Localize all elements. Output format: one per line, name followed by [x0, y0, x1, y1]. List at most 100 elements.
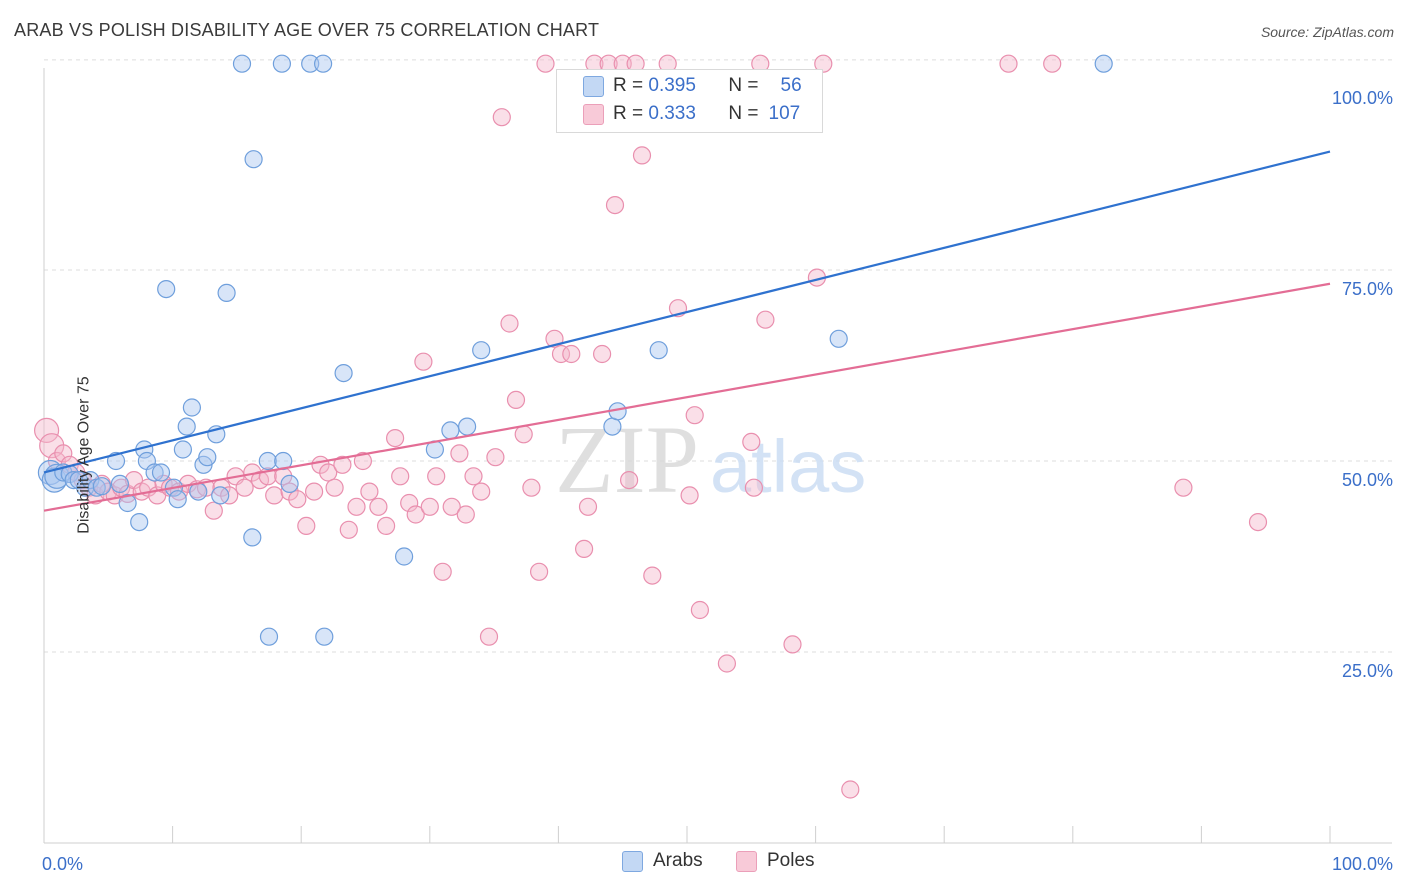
poles-point	[305, 482, 324, 501]
arabs-point	[81, 471, 100, 490]
arabs-point	[603, 417, 622, 436]
arabs-trendline	[43, 150, 1331, 474]
poles-point	[406, 505, 425, 524]
poles-r-value: 0.333	[648, 103, 696, 124]
poles-point	[427, 467, 446, 486]
poles-point	[204, 501, 223, 520]
chart-title: ARAB VS POLISH DISABILITY AGE OVER 75 CO…	[14, 20, 600, 40]
legend-poles-swatch	[736, 850, 757, 872]
poles-point	[690, 600, 710, 620]
arabs-n-value: 56	[780, 75, 802, 96]
x-tick-label: 0.0%	[42, 854, 83, 874]
arabs-point	[92, 477, 112, 496]
poles-point	[744, 478, 764, 497]
arabs-point	[118, 493, 137, 513]
arabs-point	[151, 463, 171, 482]
arabs-point	[649, 341, 668, 360]
poles-point	[514, 425, 533, 444]
arabs-point	[211, 486, 230, 505]
watermark-zip: ZIP	[555, 406, 699, 513]
poles-point	[414, 352, 433, 371]
poles-point	[500, 314, 519, 333]
poles-trendline	[43, 282, 1331, 512]
arabs-point	[244, 150, 263, 169]
poles-point	[680, 486, 699, 505]
poles-point	[456, 505, 475, 524]
arabs-point	[1094, 54, 1113, 73]
arabs-swatch	[583, 76, 604, 97]
arabs-point	[177, 417, 196, 436]
arabs-point	[232, 54, 252, 73]
poles-point	[288, 490, 307, 509]
arabs-point	[458, 417, 477, 436]
arabs-point	[130, 512, 149, 532]
watermark-atlas: atlas	[710, 425, 866, 508]
y-tick-label: 100.0%	[1332, 88, 1393, 108]
legend-arabs-swatch	[622, 850, 643, 872]
poles-point	[386, 429, 405, 448]
poles-point	[592, 344, 612, 364]
arabs-point	[110, 474, 130, 493]
poles-point	[841, 780, 860, 799]
arabs-point	[259, 627, 279, 646]
poles-point	[486, 448, 505, 467]
arabs-point	[272, 54, 291, 73]
poles-n-value: 107	[768, 103, 801, 124]
poles-point	[442, 497, 461, 516]
poles-point	[643, 566, 662, 585]
source-label: Source: ZipAtlas.com	[1260, 24, 1394, 40]
arabs-r-label: R =	[613, 75, 644, 96]
poles-point	[369, 497, 388, 516]
trendlines	[43, 150, 1331, 512]
y-tick-label: 75.0%	[1342, 279, 1393, 299]
poles-point	[1174, 478, 1193, 497]
poles-point	[280, 482, 299, 501]
poles-point	[472, 482, 491, 501]
arabs-point	[395, 547, 414, 566]
y-axis-label: Disability Age Over 75	[75, 376, 93, 534]
poles-point	[578, 497, 598, 516]
arabs-point	[37, 459, 64, 486]
poles-point	[319, 463, 338, 482]
arabs-point	[157, 280, 176, 299]
poles-point	[360, 482, 379, 501]
poles-point	[529, 562, 549, 581]
arabs-point	[243, 528, 262, 547]
poles-n-label: N =	[728, 103, 759, 124]
arabs-point	[145, 463, 164, 482]
legend-poles-label: Poles	[767, 850, 815, 871]
poles-point	[339, 520, 358, 539]
grid	[44, 59, 1392, 653]
poles-point	[999, 54, 1018, 73]
poles-point	[551, 344, 571, 364]
arabs-point	[314, 54, 333, 73]
poles-point	[54, 444, 73, 463]
poles-point	[39, 433, 65, 459]
poles-point	[265, 486, 284, 505]
poles-point	[297, 516, 316, 536]
poles-point	[433, 562, 452, 581]
stats-box: R = 0.395 N = 56 R = 0.333 N = 107	[556, 69, 823, 133]
poles-point	[479, 627, 499, 646]
tick-labels: 25.0% 50.0% 75.0% 100.0% 0.0% 100.0%	[42, 88, 1393, 874]
poles-swatch	[583, 104, 604, 125]
poles-point	[377, 516, 396, 536]
poles-point	[420, 497, 439, 516]
y-tick-label: 25.0%	[1342, 661, 1393, 681]
poles-point	[632, 146, 652, 165]
poles-point	[717, 654, 737, 673]
poles-point	[536, 54, 555, 73]
arabs-point	[280, 474, 299, 493]
legend-poles[interactable]: Poles	[736, 850, 815, 872]
legend-arabs[interactable]: Arabs	[622, 850, 703, 872]
poles-point	[333, 455, 352, 474]
poles-point	[756, 310, 775, 329]
arabs-stat-row: R = 0.395 N = 56	[613, 73, 802, 99]
poles-point	[492, 108, 511, 127]
arabs-point	[301, 54, 320, 73]
arabs-r-value: 0.395	[648, 75, 696, 96]
arabs-points	[37, 54, 1113, 646]
arabs-point	[217, 283, 236, 302]
arabs-point	[441, 421, 460, 440]
